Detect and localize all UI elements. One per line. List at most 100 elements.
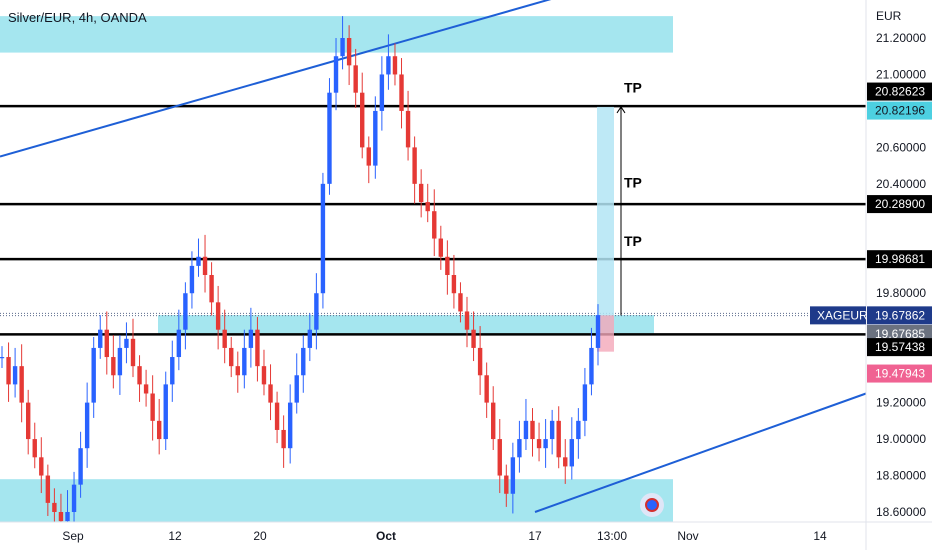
candle-body[interactable] bbox=[130, 338, 136, 367]
candle-body[interactable] bbox=[517, 439, 522, 458]
candle-body[interactable] bbox=[320, 183, 326, 294]
candle-body[interactable] bbox=[464, 311, 470, 330]
candle-body[interactable] bbox=[163, 384, 168, 440]
candle-body[interactable] bbox=[215, 302, 221, 330]
candle-body[interactable] bbox=[392, 56, 398, 75]
candle-body[interactable] bbox=[281, 429, 286, 449]
candle-body[interactable] bbox=[333, 56, 339, 93]
candle-body[interactable] bbox=[471, 329, 476, 348]
candle-body[interactable] bbox=[399, 74, 404, 111]
candle-body[interactable] bbox=[189, 265, 195, 294]
candle-body[interactable] bbox=[445, 256, 450, 275]
candle-body[interactable] bbox=[497, 439, 502, 476]
target-zone[interactable] bbox=[597, 106, 614, 316]
candle-body[interactable] bbox=[209, 275, 214, 303]
candle-body[interactable] bbox=[386, 56, 391, 75]
candle-body[interactable] bbox=[340, 38, 345, 57]
candle-body[interactable] bbox=[261, 366, 267, 385]
candle-body[interactable] bbox=[65, 512, 70, 522]
candle-body[interactable] bbox=[242, 347, 247, 376]
candle-body[interactable] bbox=[373, 110, 378, 166]
candle-body[interactable] bbox=[451, 275, 457, 294]
candle-body[interactable] bbox=[183, 293, 188, 330]
candle-body[interactable] bbox=[432, 211, 437, 239]
candle-body[interactable] bbox=[530, 420, 535, 440]
stop-zone[interactable] bbox=[597, 315, 614, 352]
candle-body[interactable] bbox=[150, 393, 155, 421]
candle-body[interactable] bbox=[268, 384, 273, 403]
candle-body[interactable] bbox=[556, 420, 561, 458]
candle-body[interactable] bbox=[19, 366, 24, 403]
candle-body[interactable] bbox=[78, 448, 83, 485]
candle-body[interactable] bbox=[438, 238, 444, 257]
candle-body[interactable] bbox=[39, 457, 44, 476]
candle-body[interactable] bbox=[176, 329, 182, 358]
candle-body[interactable] bbox=[156, 420, 162, 440]
candle-body[interactable] bbox=[274, 402, 280, 430]
candle-body[interactable] bbox=[248, 329, 254, 348]
candle-body[interactable] bbox=[32, 439, 37, 458]
candle-body[interactable] bbox=[353, 65, 358, 93]
candle-body[interactable] bbox=[314, 293, 319, 330]
candle-body[interactable] bbox=[58, 512, 64, 522]
candle-body[interactable] bbox=[379, 74, 385, 111]
candle-body[interactable] bbox=[569, 439, 575, 467]
candle-body[interactable] bbox=[504, 475, 509, 494]
candle-body[interactable] bbox=[412, 147, 417, 184]
trendline-0[interactable] bbox=[0, 0, 688, 158]
candle-body[interactable] bbox=[418, 183, 424, 203]
candle-body[interactable] bbox=[536, 439, 542, 449]
candle-body[interactable] bbox=[582, 384, 588, 421]
candle-body[interactable] bbox=[170, 357, 175, 385]
candle-body[interactable] bbox=[301, 347, 306, 376]
candle-body[interactable] bbox=[484, 375, 489, 403]
candle-body[interactable] bbox=[71, 484, 77, 512]
candle-body[interactable] bbox=[52, 502, 57, 512]
candle-body[interactable] bbox=[25, 402, 31, 440]
candle-body[interactable] bbox=[143, 384, 149, 394]
candle-body[interactable] bbox=[6, 357, 11, 385]
candle-body[interactable] bbox=[510, 457, 516, 494]
candle-body[interactable] bbox=[255, 329, 260, 367]
candle-body[interactable] bbox=[229, 347, 234, 367]
candle-body[interactable] bbox=[366, 147, 371, 166]
candle-body[interactable] bbox=[117, 347, 123, 376]
candle-body[interactable] bbox=[327, 92, 332, 184]
candle-body[interactable] bbox=[287, 402, 293, 449]
candle-body[interactable] bbox=[458, 293, 463, 312]
candle-body[interactable] bbox=[549, 420, 555, 440]
candle-body[interactable] bbox=[523, 420, 529, 440]
candle-body[interactable] bbox=[307, 329, 313, 348]
zone-2[interactable] bbox=[0, 479, 673, 527]
candle-body[interactable] bbox=[425, 202, 430, 212]
candle-body[interactable] bbox=[12, 366, 18, 385]
candle-body[interactable] bbox=[91, 347, 96, 403]
candle-body[interactable] bbox=[405, 110, 411, 148]
candle-body[interactable] bbox=[543, 439, 548, 449]
candle-body[interactable] bbox=[137, 366, 142, 385]
candle-body[interactable] bbox=[45, 475, 51, 503]
candle-body[interactable] bbox=[294, 375, 299, 403]
candle-body[interactable] bbox=[124, 338, 129, 348]
candle-body[interactable] bbox=[196, 256, 201, 266]
candle-body[interactable] bbox=[98, 329, 103, 348]
candle-body[interactable] bbox=[360, 92, 365, 148]
candle-body[interactable] bbox=[346, 38, 352, 66]
candle-body[interactable] bbox=[202, 256, 208, 275]
candle-body[interactable] bbox=[235, 366, 240, 376]
candle-body[interactable] bbox=[563, 457, 568, 467]
candle-body[interactable] bbox=[0, 357, 5, 359]
candle-body[interactable] bbox=[84, 402, 90, 449]
candle-body[interactable] bbox=[222, 329, 227, 348]
candle-body[interactable] bbox=[576, 420, 581, 440]
candle-body[interactable] bbox=[477, 347, 483, 376]
candle-body[interactable] bbox=[595, 315, 601, 348]
candle-body[interactable] bbox=[111, 357, 116, 376]
candle-body[interactable] bbox=[104, 329, 109, 358]
candle-body[interactable] bbox=[589, 347, 594, 385]
tradingview-logo-icon[interactable] bbox=[640, 493, 664, 517]
zone-1[interactable] bbox=[158, 315, 654, 334]
trendline-1[interactable] bbox=[534, 392, 867, 513]
candle-body[interactable] bbox=[491, 402, 496, 440]
